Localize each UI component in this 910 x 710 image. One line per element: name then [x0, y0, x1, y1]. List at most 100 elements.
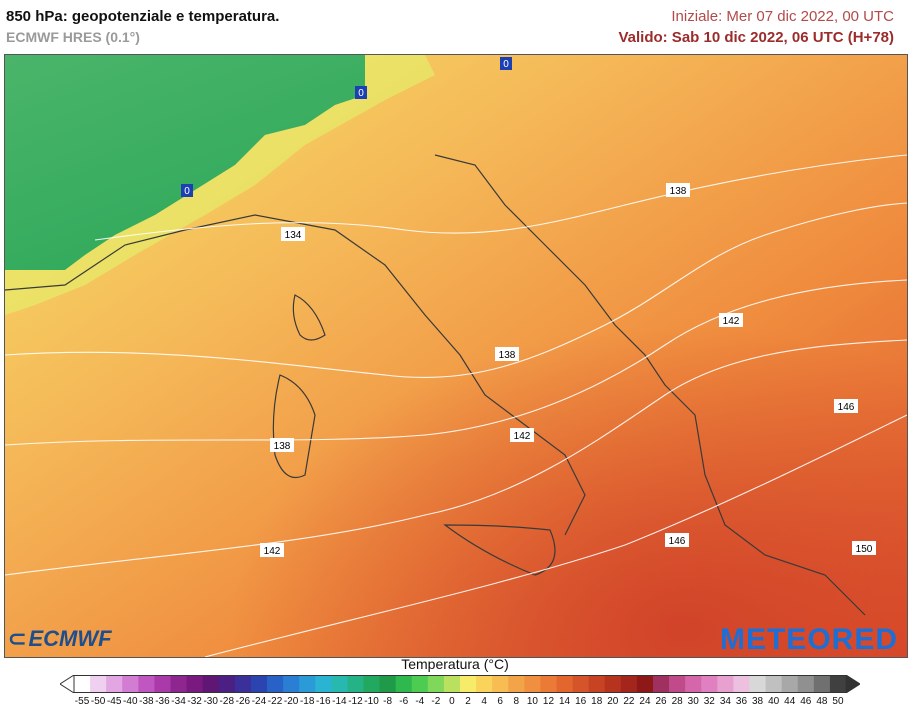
- color-bar-tick-label: -14: [332, 696, 347, 707]
- color-bar-tick-label: -10: [364, 696, 379, 707]
- isoline-label: 142: [264, 546, 281, 557]
- ecmwf-logo-text: ECMWF: [28, 626, 112, 651]
- color-bar-tick-label: 18: [591, 696, 603, 707]
- map-svg: 134 138 138 138 142 142 142 146 146 150 …: [5, 55, 907, 657]
- isotherm-label: 0: [184, 186, 190, 197]
- header-left: 850 hPa: geopotenziale e temperatura. EC…: [6, 8, 279, 45]
- color-bar-cell: [331, 675, 348, 693]
- color-bar-tick-label: -45: [106, 696, 122, 707]
- model-label: ECMWF HRES (0.1°): [6, 29, 140, 45]
- color-bar-cell: [363, 675, 381, 693]
- color-bar-tick-label: 12: [542, 696, 555, 707]
- color-bar-cell: [122, 675, 139, 693]
- valid-time: Valido: Sab 10 dic 2022, 06 UTC (H+78): [618, 29, 894, 46]
- color-bar-tick-label: 44: [784, 696, 796, 707]
- color-bar-cell: [797, 675, 815, 693]
- color-bar-cell: [379, 675, 397, 693]
- weather-map[interactable]: 134 138 138 138 142 142 142 146 146 150 …: [4, 54, 908, 658]
- color-bar-tick-label: -4: [415, 696, 425, 707]
- isoline-label: 146: [838, 402, 855, 413]
- map-title: 850 hPa: geopotenziale e temperatura.: [6, 8, 280, 25]
- color-bar-cell: [604, 675, 622, 693]
- color-bar-tick-label: -22: [267, 696, 283, 707]
- color-bar-labels: -55 -50 -45 -40 -38 -36 -34 -32 -30 -28 -26 -24 -22-…: [60, 696, 860, 710]
- color-bar-cell: [427, 675, 445, 693]
- color-bar-cell: [717, 675, 734, 693]
- color-bar-tick-label: -38: [139, 696, 154, 707]
- color-bar-min-arrow: [60, 675, 75, 693]
- isoline-label: 138: [274, 441, 291, 452]
- isoline-label: 142: [723, 316, 740, 327]
- color-bar-tick-label: 30: [687, 696, 699, 707]
- color-bar-cell: [74, 675, 91, 693]
- color-bar-tick-label: 50: [832, 696, 844, 707]
- color-bar-cell: [347, 675, 364, 693]
- color-bar-cell: [492, 675, 509, 693]
- color-bar-cell: [138, 675, 155, 693]
- color-bar-cell: [250, 675, 268, 693]
- color-bar-tick-label: -20: [283, 696, 299, 707]
- color-bar-cell: [443, 675, 461, 693]
- color-bar-tick-label: 2: [465, 696, 471, 707]
- color-bar-cell: [813, 675, 831, 693]
- color-bar-tick-label: -34: [171, 696, 186, 707]
- color-bar-max-arrow: [845, 675, 860, 693]
- color-bar-cell: [572, 675, 590, 693]
- color-bar-tick-label: -26: [235, 696, 251, 707]
- color-bar-cell: [315, 675, 332, 693]
- color-bar-tick-label: -36: [155, 696, 170, 707]
- color-bar-tick-label: -30: [203, 696, 218, 707]
- color-bar-tick-label: 4: [481, 696, 487, 707]
- color-bar-tick-label: 8: [513, 696, 520, 707]
- coastlines: [5, 154, 866, 616]
- color-bar-tick-label: 46: [800, 696, 812, 707]
- color-bar-cell: [653, 675, 670, 693]
- color-bar-cell: [556, 675, 574, 693]
- color-bar-tick-label: 40: [768, 696, 780, 707]
- color-bar-tick-label: -18: [299, 696, 315, 707]
- color-bar-tick-label: -16: [316, 696, 331, 707]
- isoline-label: 150: [856, 544, 873, 555]
- isohypses: [5, 154, 907, 657]
- color-bar-cell: [460, 675, 477, 693]
- color-bar-cell: [218, 675, 236, 693]
- color-bar-tick-label: -8: [383, 696, 393, 707]
- color-bar-tick-label: -32: [187, 696, 202, 707]
- color-bar-cell: [781, 675, 799, 693]
- color-bar-cell: [202, 675, 220, 693]
- color-bar-tick-label: 28: [671, 696, 683, 707]
- color-bar-tick-label: -40: [123, 696, 138, 707]
- isoline-label: 138: [670, 186, 687, 197]
- color-bar-tick-label: 0: [449, 696, 455, 707]
- ecmwf-logo: ⊂ECMWF: [8, 626, 112, 651]
- color-bar-cell: [540, 675, 557, 693]
- color-bar-tick-label: 26: [655, 696, 667, 707]
- color-bar-tick-label: -28: [219, 696, 235, 707]
- color-bar-tick-label: -50: [90, 696, 106, 707]
- color-bar-cell: [620, 675, 638, 693]
- isoline-label: 146: [669, 536, 686, 547]
- color-bar-cell: [508, 675, 525, 693]
- color-bar-tick-label: 36: [735, 696, 748, 707]
- color-bar-cell: [636, 675, 654, 693]
- color-bar-tick-label: 38: [751, 696, 764, 707]
- color-bar-tick-label: 16: [575, 696, 587, 707]
- cold-region: [5, 55, 365, 270]
- color-bar-cell: [765, 675, 783, 693]
- isotherm-label: 0: [358, 88, 364, 99]
- legend-title: Temperatura (°C): [401, 656, 509, 672]
- color-bar-cell: [669, 675, 686, 693]
- color-bar-cell: [701, 675, 718, 693]
- isotherm-label: 0: [503, 59, 509, 70]
- isoline-label: 142: [514, 431, 531, 442]
- color-bar-cell: [186, 675, 204, 693]
- color-bar-tick-label: -24: [251, 696, 267, 707]
- color-bar-cell: [411, 675, 429, 693]
- color-bar-tick-label: 14: [558, 696, 571, 707]
- color-bar-cell: [749, 675, 767, 693]
- color-bar-cell: [395, 675, 413, 693]
- color-bar-cell: [154, 675, 171, 693]
- color-bar-tick-label: 20: [607, 696, 619, 707]
- color-bar-cell: [299, 675, 316, 693]
- mild-band: [5, 55, 435, 315]
